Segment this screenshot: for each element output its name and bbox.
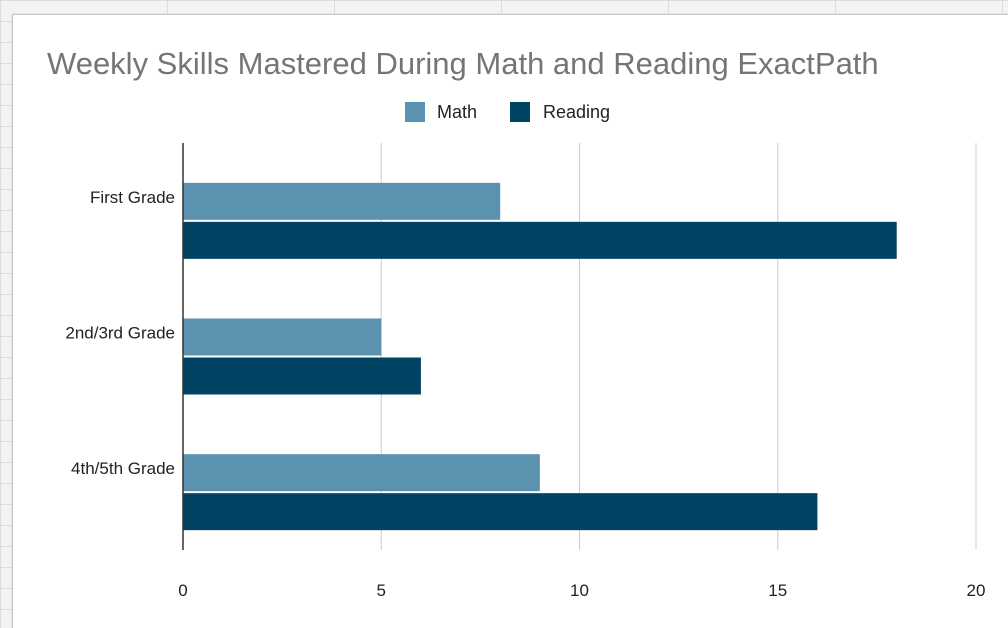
x-tick-label-0: 0 (178, 581, 187, 600)
chart-card[interactable]: Weekly Skills Mastered During Math and R… (12, 14, 1008, 628)
bar-math-1[interactable] (183, 318, 382, 356)
bar-math-0[interactable] (183, 182, 501, 220)
bar-reading-1[interactable] (183, 357, 421, 395)
bar-reading-0[interactable] (183, 221, 897, 259)
category-label-2: 4th/5th Grade (71, 459, 175, 478)
x-axis-tick-labels: 0 5 10 15 20 (178, 581, 985, 600)
legend-label-reading: Reading (543, 102, 610, 122)
bar-math-2[interactable] (183, 454, 540, 492)
chart-legend: Math Reading (405, 102, 610, 122)
category-label-0: First Grade (90, 188, 175, 207)
category-label-1: 2nd/3rd Grade (65, 324, 175, 343)
x-tick-label-4: 20 (967, 581, 986, 600)
bar-chart: Weekly Skills Mastered During Math and R… (47, 46, 985, 600)
legend-label-math: Math (437, 102, 477, 122)
legend-swatch-reading (510, 102, 530, 122)
bar-reading-2[interactable] (183, 493, 818, 531)
chart-title: Weekly Skills Mastered During Math and R… (47, 46, 879, 81)
x-tick-label-3: 15 (768, 581, 787, 600)
legend-swatch-math (405, 102, 425, 122)
category-labels: First Grade 2nd/3rd Grade 4th/5th Grade (65, 188, 175, 478)
chart-bars (183, 182, 897, 531)
x-tick-label-2: 10 (570, 581, 589, 600)
x-tick-label-1: 5 (377, 581, 386, 600)
